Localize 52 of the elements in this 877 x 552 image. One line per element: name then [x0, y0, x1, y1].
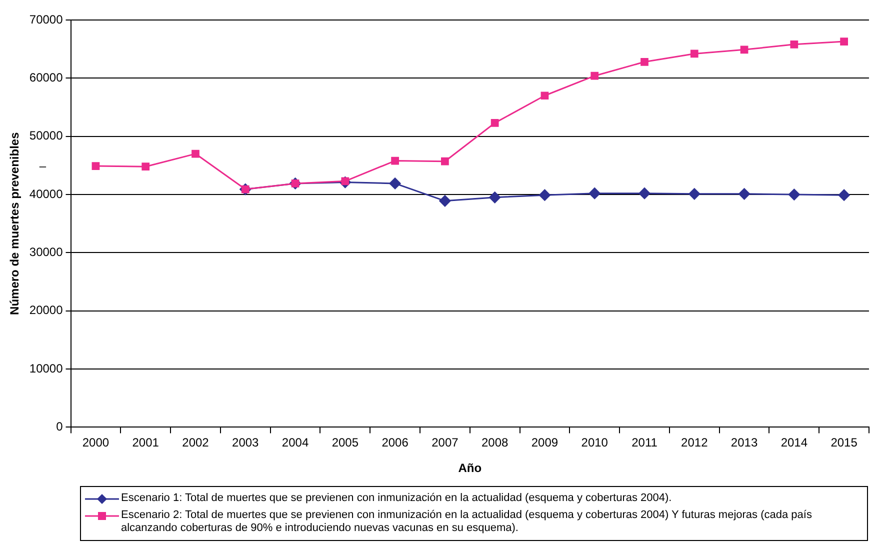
x-tick-label: 2012: [681, 436, 708, 450]
x-tick-label: 2000: [82, 436, 110, 450]
x-tick-label: 2014: [780, 436, 808, 450]
point: [788, 188, 800, 200]
point: [538, 189, 550, 201]
y-tick-label: 30000: [29, 245, 64, 259]
point: [840, 38, 848, 46]
point: [790, 40, 798, 48]
point: [540, 92, 549, 100]
text: –: [39, 158, 46, 173]
point: [640, 58, 648, 66]
y-tick-label: 70000: [29, 12, 64, 26]
point: [838, 189, 850, 201]
x-tick-label: 2011: [632, 436, 658, 450]
y-tick-label: 50000: [29, 128, 64, 143]
point: [439, 195, 451, 207]
x-tick-label: 2009: [531, 436, 558, 450]
x-tick-label: 2010: [581, 436, 608, 450]
x-tick-label: 2001: [132, 436, 160, 450]
point: [688, 188, 700, 200]
y-tick-label: 60000: [29, 70, 64, 84]
x-tick-label: 2013: [730, 436, 758, 450]
x-tick-label: 2003: [232, 436, 260, 450]
point: [588, 188, 600, 200]
point: [590, 72, 599, 80]
point: [690, 50, 698, 58]
y-tick-label: 10000: [29, 361, 64, 376]
point: [740, 46, 748, 54]
y-tick-label: 20000: [29, 303, 64, 318]
x-tick-label: 2006: [382, 436, 409, 450]
point: [441, 157, 449, 166]
point: [92, 162, 100, 170]
legend-label: Escenario 1: Total de muertes que se previenen con inmunización en la actualidad (esquema y coberturas 2004).: [121, 492, 672, 505]
point: [490, 119, 499, 127]
x-tick-label: 2015: [830, 436, 858, 450]
point: [638, 188, 650, 200]
x-tick-label: 2007: [432, 436, 459, 450]
point: [489, 192, 501, 204]
y-tick-label: 40000: [29, 186, 64, 201]
y-tick-label: 0: [56, 420, 64, 434]
x-axis-title: Año: [458, 461, 482, 476]
x-tick-label: 2005: [332, 436, 359, 450]
point: [389, 178, 401, 190]
x-tick-label: 2002: [182, 436, 210, 450]
x-tick-label: 2008: [481, 436, 508, 450]
point: [391, 156, 399, 165]
point: [142, 162, 150, 171]
x-tick-label: 2004: [282, 436, 309, 450]
point: [738, 188, 750, 200]
point: [192, 150, 200, 158]
legend-label: Escenario 2: Total de muertes que se previenen con inmunización en la actualidad (esquema y coberturas 2004) Y futuras mejoras (cada país alcanzando coberturas de 90% e introduciendo nuevas vacunas en su esquema).: [121, 509, 813, 535]
y-axis-title: Número de muertes prevenibles: [8, 132, 22, 315]
